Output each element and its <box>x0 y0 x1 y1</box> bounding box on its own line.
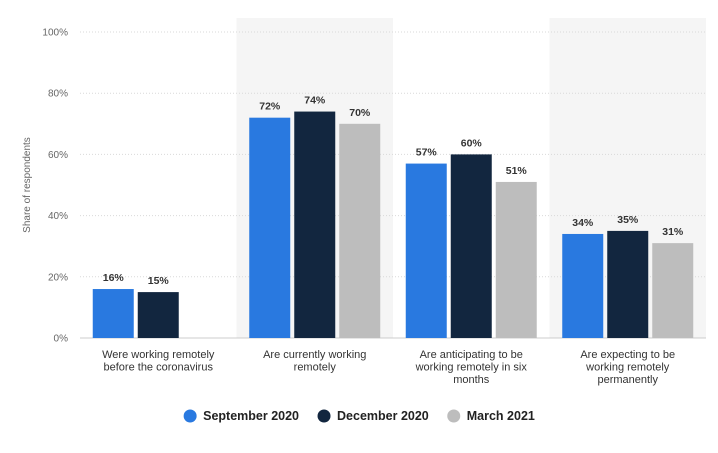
category-label: Were working remotely before the coronavi… <box>102 349 215 374</box>
bar[interactable] <box>249 117 291 339</box>
bar[interactable] <box>562 233 604 338</box>
data-label: 51% <box>506 165 528 177</box>
y-tick-label: 20% <box>48 272 68 283</box>
y-tick-label: 100% <box>42 28 68 39</box>
bar[interactable] <box>450 154 492 338</box>
data-label: 35% <box>617 214 639 226</box>
data-label: 31% <box>662 226 684 238</box>
legend-label[interactable]: December 2020 <box>337 409 429 423</box>
y-axis-label: Share of respondents <box>22 137 33 233</box>
bar[interactable] <box>652 243 694 338</box>
bar[interactable] <box>495 181 537 338</box>
legend: September 2020 December 2020 March 2021 <box>183 409 535 423</box>
data-label: 74% <box>304 95 326 107</box>
y-tick-label: 60% <box>48 150 68 161</box>
legend-label[interactable]: September 2020 <box>203 409 299 423</box>
y-tick-label: 0% <box>54 334 69 345</box>
y-tick-label: 80% <box>48 89 68 100</box>
bars <box>92 111 694 339</box>
legend-marker[interactable] <box>447 409 461 423</box>
legend-label[interactable]: March 2021 <box>467 409 535 423</box>
bar[interactable] <box>137 292 179 338</box>
bar[interactable] <box>405 163 447 338</box>
data-label: 57% <box>416 147 438 159</box>
bar[interactable] <box>92 289 134 338</box>
bar[interactable] <box>294 111 336 338</box>
data-label: 72% <box>259 101 281 113</box>
legend-marker[interactable] <box>317 409 331 423</box>
data-label: 70% <box>349 107 371 119</box>
y-tick-label: 40% <box>48 211 68 222</box>
category-label: Are anticipating to be working remotely i… <box>415 349 528 386</box>
data-label: 60% <box>461 137 483 149</box>
bar[interactable] <box>607 230 649 338</box>
y-axis-ticks: 0% 20% 40% 60% 80% 100% <box>42 28 68 345</box>
data-label: 15% <box>148 275 170 287</box>
value-labels: 16% 15% 72% 74% 70% 57% 60% 51% 34% 35% 31% <box>103 95 684 288</box>
legend-marker[interactable] <box>183 409 197 423</box>
category-labels: Were working remotely before the coronavi… <box>102 349 675 386</box>
data-label: 34% <box>572 217 594 229</box>
data-label: 16% <box>103 272 125 284</box>
category-label: Are expecting to be working remotely perma… <box>580 349 675 386</box>
category-label: Are currently working remotely <box>263 349 366 374</box>
bar[interactable] <box>339 123 381 338</box>
